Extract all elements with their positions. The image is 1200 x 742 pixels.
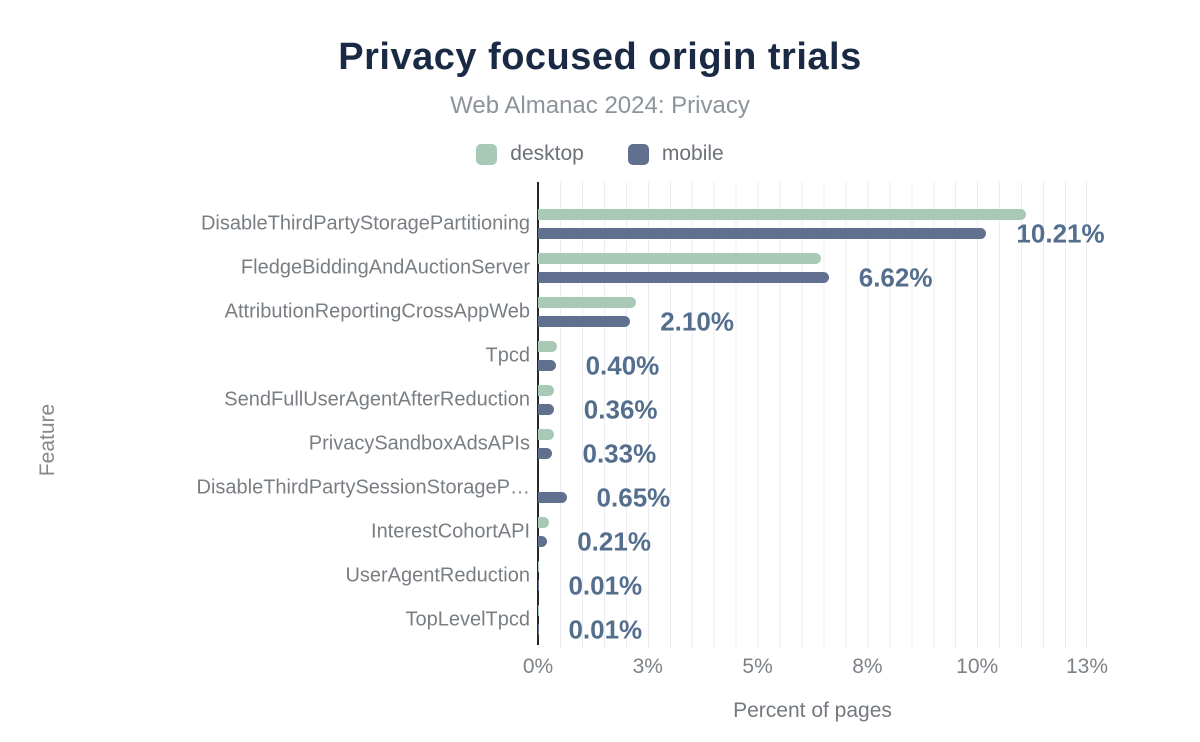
bar-row: 0.65% (538, 466, 1086, 512)
x-axis-tick: 0% (522, 655, 554, 678)
legend-item-desktop: desktop (476, 142, 584, 166)
bar-row: 6.62% (538, 246, 1086, 292)
mobile-bar[interactable] (538, 492, 567, 503)
value-label: 2.10% (660, 306, 734, 336)
value-label: 0.65% (596, 482, 671, 512)
x-axis-tick: 10% (956, 655, 999, 678)
desktop-bar[interactable] (538, 341, 557, 352)
legend: desktop mobile (0, 142, 1200, 166)
x-axis-tick: 8% (852, 655, 883, 678)
y-axis-label: FledgeBiddingAndAuctionServer (240, 256, 530, 279)
y-axis-label: DisableThirdPartyStoragePartitioning (200, 212, 530, 235)
desktop-bar[interactable] (538, 517, 550, 528)
bar-row: 10.21% (538, 202, 1105, 248)
legend-label: desktop (510, 142, 584, 165)
chart-subtitle: Web Almanac 2024: Privacy (450, 92, 750, 119)
x-axis-title: Percent of pages (733, 699, 892, 722)
bar-row: 0.21% (538, 510, 1086, 556)
y-axis-label: Tpcd (485, 344, 530, 367)
mobile-bar[interactable] (538, 360, 556, 371)
x-axis-tick: 3% (632, 655, 663, 678)
y-axis-title: Feature (36, 403, 60, 477)
value-label: 0.40% (585, 350, 660, 380)
value-label: 0.33% (582, 438, 657, 468)
bar-row: 0.33% (538, 422, 1086, 468)
legend-label: mobile (661, 142, 724, 165)
y-axis-label: InterestCohortAPI (371, 520, 530, 543)
bar-row: 0.40% (538, 334, 1086, 380)
mobile-bar[interactable] (538, 316, 631, 327)
mobile-bar[interactable] (538, 448, 553, 459)
y-axis-label: AttributionReportingCrossAppWeb (224, 300, 530, 323)
value-label: 0.01% (568, 570, 643, 600)
x-axis-tick: 5% (742, 655, 773, 678)
legend-swatch-desktop (476, 143, 498, 165)
x-axis-tick: 13% (1065, 655, 1109, 678)
value-label: 6.62% (858, 262, 933, 292)
bar-row: 2.10% (538, 290, 1086, 336)
desktop-bar[interactable] (538, 429, 554, 440)
y-axis-label: DisableThirdPartySessionStorageP… (196, 476, 531, 499)
desktop-bar[interactable] (538, 253, 822, 264)
value-label: 0.36% (583, 394, 658, 424)
bar-row: 0.01% (538, 598, 1086, 644)
y-axis-label: UserAgentReduction (345, 564, 530, 587)
mobile-bar[interactable] (538, 272, 829, 283)
bar-row: 0.36% (538, 378, 1086, 424)
y-axis-label: PrivacySandboxAdsAPIs (308, 432, 530, 455)
legend-item-mobile: mobile (627, 142, 724, 166)
desktop-bar[interactable] (538, 385, 554, 396)
desktop-bar[interactable] (538, 209, 1026, 220)
value-label: 0.21% (577, 526, 651, 556)
desktop-bar[interactable] (538, 297, 636, 308)
mobile-bar[interactable] (538, 536, 548, 547)
legend-swatch-mobile (627, 143, 649, 165)
y-axis-label: SendFullUserAgentAfterReduction (224, 388, 530, 411)
bar-row: 0.01% (538, 554, 1086, 600)
plot-area: 10.21% 6.62% 2.10% 0.40% 0.36% 0.33% 0.65% 0.21… (537, 182, 1105, 648)
chart-title: Privacy focused origin trials (338, 36, 862, 78)
mobile-bar[interactable] (538, 228, 987, 239)
y-axis-label: TopLevelTpcd (405, 608, 530, 631)
value-label: 10.21% (1016, 218, 1105, 248)
value-label: 0.01% (568, 614, 643, 644)
mobile-bar[interactable] (538, 404, 554, 415)
